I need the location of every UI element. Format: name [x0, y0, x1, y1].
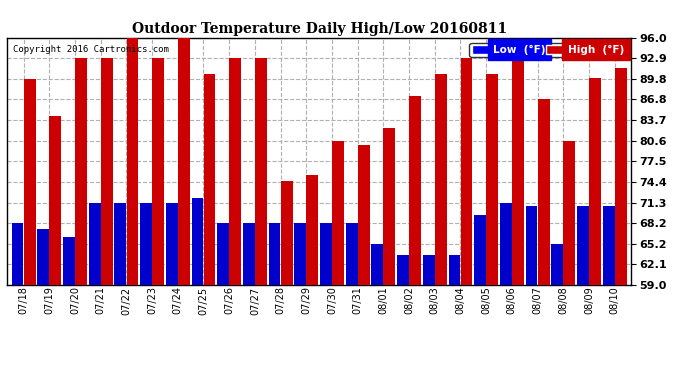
- Bar: [281, 182, 293, 285]
- Bar: [243, 224, 255, 285]
- Bar: [12, 224, 23, 285]
- Bar: [320, 224, 332, 285]
- Bar: [306, 175, 318, 285]
- Bar: [371, 243, 383, 285]
- Bar: [409, 96, 421, 285]
- Bar: [551, 243, 563, 285]
- Bar: [461, 58, 473, 285]
- Bar: [23, 79, 36, 285]
- Bar: [101, 58, 112, 285]
- Bar: [332, 141, 344, 285]
- Bar: [435, 74, 446, 285]
- Bar: [577, 206, 589, 285]
- Bar: [255, 58, 267, 285]
- Text: Copyright 2016 Cartronics.com: Copyright 2016 Cartronics.com: [13, 45, 169, 54]
- Bar: [126, 38, 138, 285]
- Bar: [615, 68, 627, 285]
- Bar: [486, 74, 498, 285]
- Bar: [192, 198, 204, 285]
- Bar: [178, 38, 190, 285]
- Bar: [152, 58, 164, 285]
- Bar: [268, 224, 280, 285]
- Bar: [384, 129, 395, 285]
- Bar: [358, 144, 370, 285]
- Bar: [50, 116, 61, 285]
- Bar: [423, 255, 435, 285]
- Bar: [526, 206, 538, 285]
- Bar: [295, 224, 306, 285]
- Bar: [217, 224, 229, 285]
- Bar: [563, 141, 575, 285]
- Bar: [538, 99, 549, 285]
- Title: Outdoor Temperature Daily High/Low 20160811: Outdoor Temperature Daily High/Low 20160…: [132, 22, 506, 36]
- Bar: [397, 255, 409, 285]
- Bar: [346, 224, 357, 285]
- Legend: Low  (°F), High  (°F): Low (°F), High (°F): [469, 43, 626, 57]
- Bar: [474, 215, 486, 285]
- Bar: [89, 203, 101, 285]
- Bar: [204, 74, 215, 285]
- Bar: [166, 203, 177, 285]
- Bar: [589, 78, 601, 285]
- Bar: [512, 60, 524, 285]
- Bar: [229, 58, 241, 285]
- Bar: [115, 203, 126, 285]
- Bar: [75, 58, 87, 285]
- Bar: [37, 230, 49, 285]
- Bar: [602, 206, 615, 285]
- Bar: [140, 203, 152, 285]
- Bar: [500, 203, 512, 285]
- Bar: [63, 237, 75, 285]
- Bar: [448, 255, 460, 285]
